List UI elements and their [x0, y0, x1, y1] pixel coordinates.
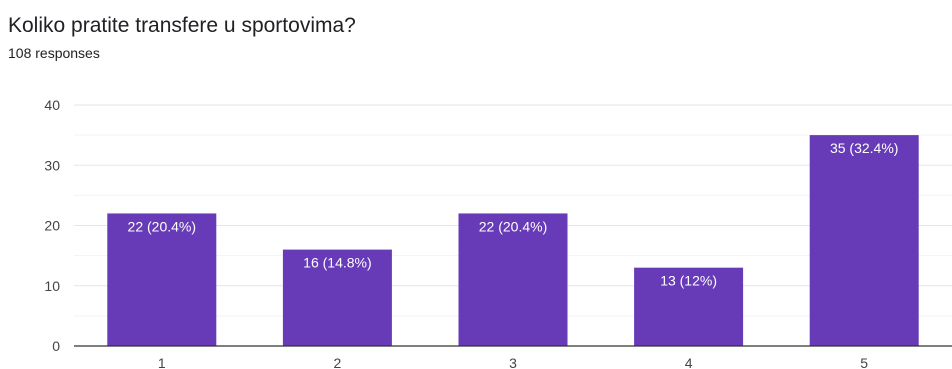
chart-title: Koliko pratite transfere u sportovima?	[8, 14, 356, 37]
x-tick-label: 2	[334, 355, 342, 369]
bar	[809, 135, 919, 346]
bar	[634, 267, 744, 346]
bar	[282, 249, 392, 346]
x-tick-label: 1	[158, 355, 166, 369]
data-label: 16 (14.8%)	[303, 255, 371, 271]
bar	[458, 213, 568, 346]
y-tick-label: 40	[44, 97, 60, 113]
data-label: 22 (20.4%)	[479, 218, 547, 234]
data-label: 22 (20.4%)	[128, 218, 196, 234]
response-count: 108 responses	[8, 45, 100, 61]
y-tick-label: 10	[44, 278, 60, 294]
x-tick-label: 3	[509, 355, 517, 369]
data-label: 13 (12%)	[660, 273, 717, 289]
data-label: 35 (32.4%)	[830, 140, 898, 156]
x-tick-label: 5	[860, 355, 868, 369]
x-tick-label: 4	[685, 355, 693, 369]
y-tick-label: 30	[44, 157, 60, 173]
bar	[107, 213, 217, 346]
y-tick-label: 0	[52, 338, 60, 354]
y-tick-label: 20	[44, 218, 60, 234]
